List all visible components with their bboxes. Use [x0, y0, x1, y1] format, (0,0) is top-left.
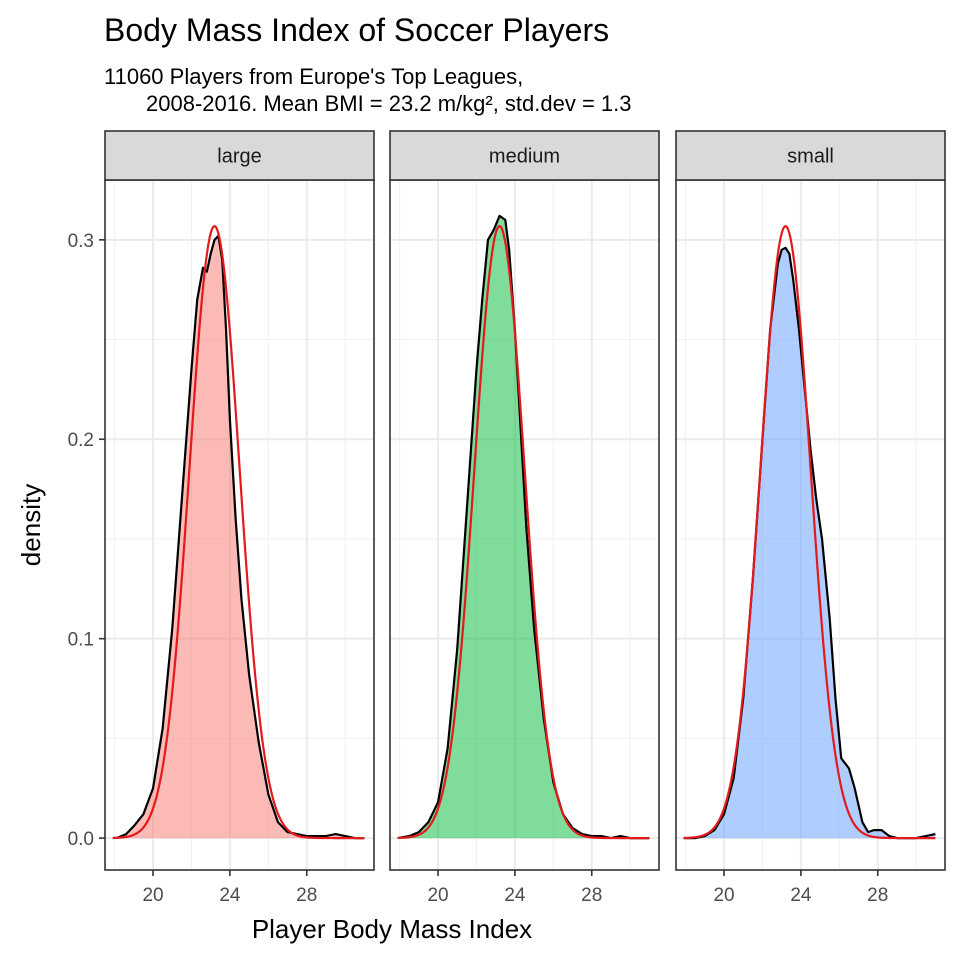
density-area-large: [116, 235, 365, 839]
y-axis: 0.0 0.1 0.2 0.3: [68, 231, 105, 850]
facet-panels: large 20 24 28 medium 20 24 28 small 20 24 28: [104, 130, 946, 906]
x-tick-label: 20: [713, 885, 734, 906]
facet-strip-label: large: [217, 146, 261, 168]
facet-strip-label: small: [787, 146, 834, 168]
facet-panel-medium: medium 20 24 28: [389, 130, 660, 906]
facet-strip-label: medium: [489, 146, 560, 168]
facet-panel-small: small 20 24 28: [675, 130, 946, 906]
x-tick-label: 24: [219, 885, 241, 906]
y-tick-label: 0.0: [68, 829, 94, 850]
facet-panel-large: large 20 24 28: [104, 130, 375, 906]
density-line-large: [116, 234, 365, 840]
y-tick-label: 0.2: [68, 430, 94, 451]
density-area-medium: [397, 215, 650, 839]
facet-strip-large: [104, 130, 375, 181]
x-axis-label: Player Body Mass Index: [252, 914, 532, 944]
x-tick-label: 28: [581, 885, 602, 906]
chart-title: Body Mass Index of Soccer Players: [104, 12, 609, 48]
x-tick-label: 20: [142, 885, 163, 906]
facet-strip-medium: [389, 130, 660, 181]
y-tick-label: 0.3: [68, 231, 94, 252]
x-tick-label: 28: [296, 885, 317, 906]
y-tick-label: 0.1: [68, 630, 94, 651]
y-axis-label: density: [16, 484, 46, 566]
x-tick-label: 28: [867, 885, 888, 906]
chart-subtitle-line-2: 2008-2016. Mean BMI = 23.2 m/kg², std.de…: [146, 91, 632, 116]
facet-strip-small: [675, 130, 946, 181]
normal-curve-small: [683, 224, 936, 840]
normal-curve-medium: [397, 224, 650, 840]
normal-curve-large: [112, 224, 365, 840]
x-tick-label: 20: [427, 885, 448, 906]
chart-subtitle-line-1: 11060 Players from Europe's Top Leagues,: [104, 64, 523, 89]
x-tick-label: 24: [504, 885, 526, 906]
x-tick-label: 24: [790, 885, 812, 906]
density-area-small: [683, 247, 936, 839]
